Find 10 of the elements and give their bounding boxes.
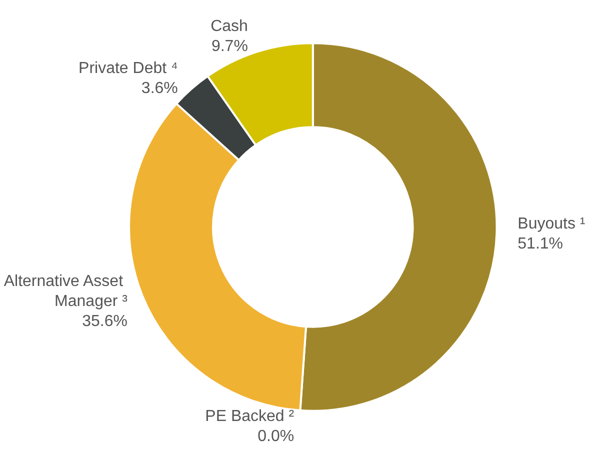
data-label: 35.6% [82, 313, 128, 330]
slice-label: Alternative Asset Manager ³ [4, 273, 128, 310]
data-label: 3.6% [141, 80, 178, 97]
slice-label: Private Debt ⁴ [78, 60, 178, 77]
text: 0.0% [258, 428, 294, 445]
data-label: 9.7% [211, 38, 248, 55]
slice-label: Cash [210, 18, 248, 35]
data-label: 51.1% [518, 235, 564, 252]
slice-label: Buyouts ¹ [518, 215, 586, 232]
category-label: PE Backed ² [205, 408, 294, 425]
